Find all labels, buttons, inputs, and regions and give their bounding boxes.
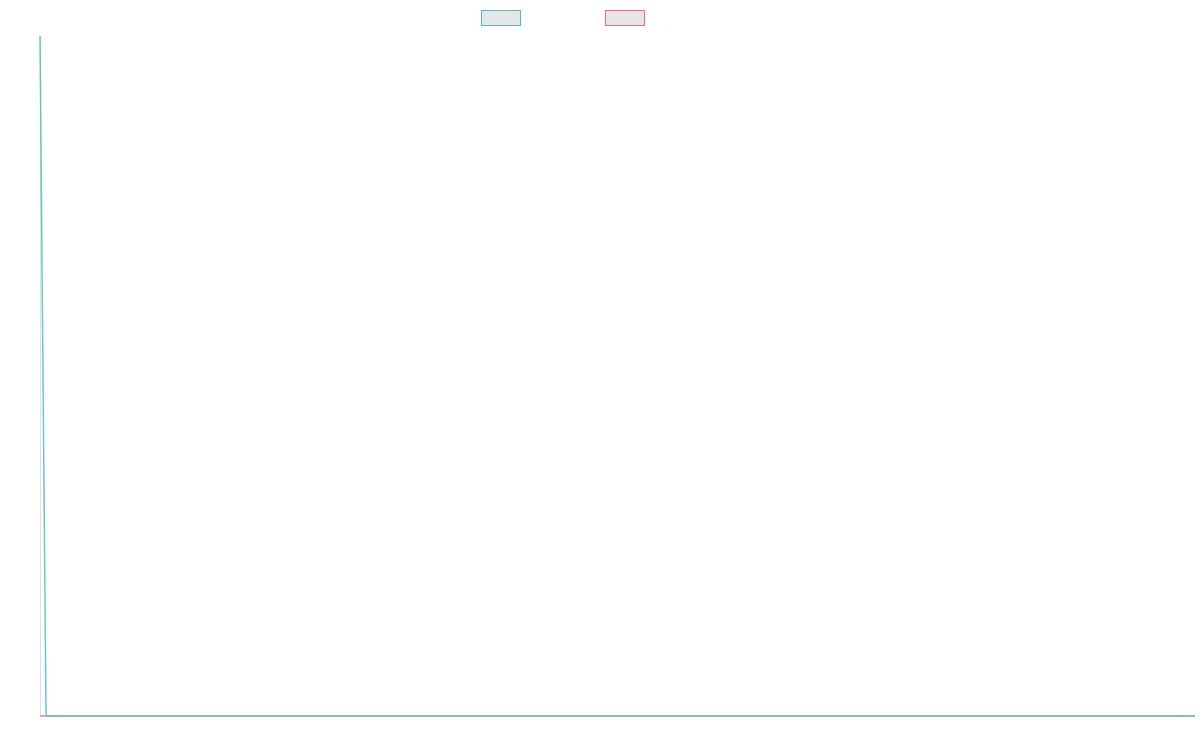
legend-swatch-1[interactable] bbox=[605, 10, 645, 26]
series-group bbox=[39, 35, 1195, 717]
legend-swatch-0[interactable] bbox=[481, 10, 521, 26]
legend bbox=[481, 10, 645, 26]
series-line-0 bbox=[39, 35, 1195, 717]
